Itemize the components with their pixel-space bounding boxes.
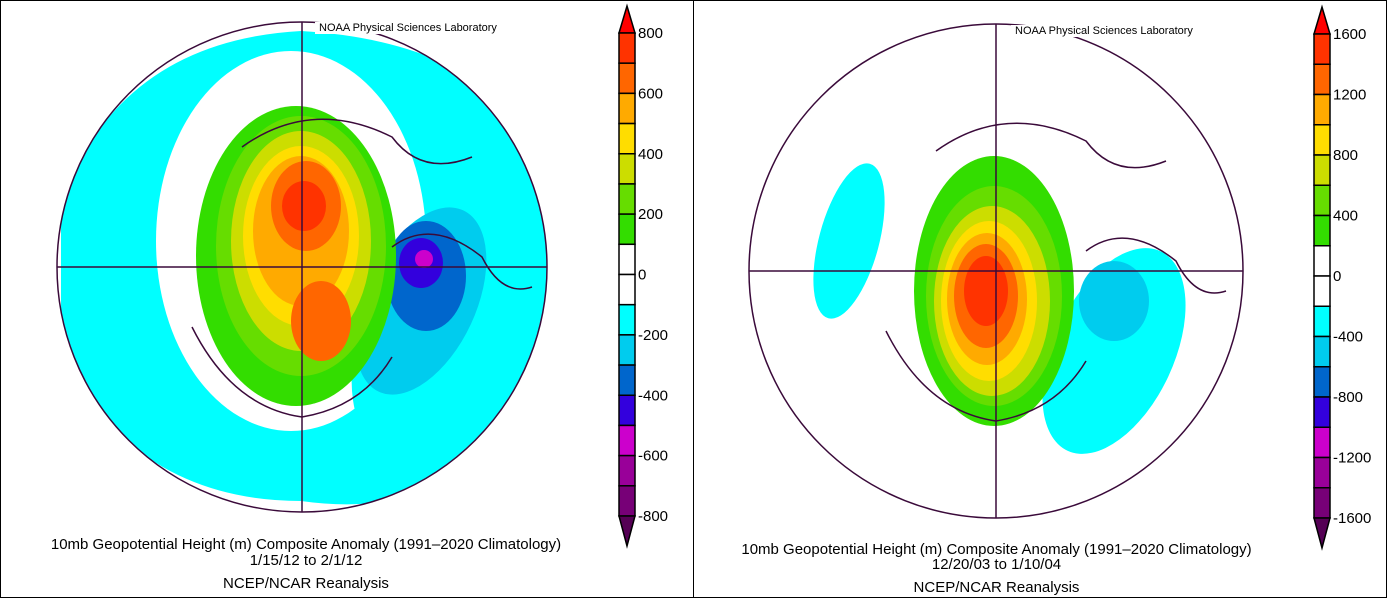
colorbar-box <box>1313 335 1331 368</box>
colorbar-box <box>618 273 636 306</box>
colorbar-box <box>1313 124 1331 156</box>
colorbar-box <box>618 485 636 517</box>
colorbar-box <box>618 183 636 215</box>
colorbar-tick-label: 400 <box>638 146 663 163</box>
anomaly-contour <box>282 181 326 231</box>
anomaly-contour <box>1042 248 1186 454</box>
map-title: 10mb Geopotential Height (m) Composite A… <box>741 541 1252 558</box>
colorbar-tick-label: 1200 <box>1333 87 1366 104</box>
colorbar-box <box>618 424 636 457</box>
colorbar-box <box>1313 305 1331 338</box>
colorbar-box <box>1313 33 1331 65</box>
map-dates: 12/20/03 to 1/10/04 <box>931 556 1062 573</box>
anomaly-contour <box>415 250 433 268</box>
colorbar-box <box>1313 426 1331 459</box>
colorbar-tick-label: 800 <box>1333 147 1358 164</box>
colorbar-tick-label: 0 <box>638 267 646 284</box>
colorbar-box <box>618 62 636 95</box>
panel-left: 800 600 400 200 0 -200 -400 -600 -800 NOAA Physi… <box>0 0 694 598</box>
colorbar-tick-label: -800 <box>1333 389 1363 406</box>
colorbar-box <box>618 243 636 276</box>
colorbar-box <box>1313 93 1331 126</box>
anomaly-contour <box>964 256 1008 326</box>
colorbar-tick-label: 200 <box>638 206 663 223</box>
colorbar-tick-label: -600 <box>638 448 668 465</box>
colorbar-box <box>1313 154 1331 186</box>
colorbar-box <box>1313 63 1331 96</box>
colorbar-box <box>1313 487 1331 519</box>
colorbar-tick-label: 400 <box>1333 208 1358 225</box>
colorbar-box <box>618 32 636 64</box>
colorbar-box <box>618 394 636 427</box>
map-right: 1600 1200 800 400 0 -400 -800 -1200 -1600 <box>748 4 1371 551</box>
colorbar-box <box>1313 275 1331 307</box>
colorbar-arrow-top <box>1312 4 1332 35</box>
map-left: 800 600 400 200 0 -200 -400 -600 -800 <box>56 3 668 549</box>
anomaly-contour <box>291 281 351 361</box>
colorbar-box <box>618 92 636 125</box>
colorbar-tick-label: 0 <box>1333 268 1341 285</box>
colorbar-box <box>618 334 636 366</box>
colorbar-box <box>1313 184 1331 217</box>
colorbar-tick-label: 1600 <box>1333 26 1366 43</box>
map-source: NCEP/NCAR Reanalysis <box>223 575 389 592</box>
anomaly-contour <box>1079 261 1149 341</box>
colorbar-arrow-bottom <box>1313 517 1331 551</box>
colorbar-tick-label: -800 <box>638 508 668 525</box>
colorbar-box <box>1313 366 1331 398</box>
colorbar-tick-label: 600 <box>638 85 663 102</box>
colorbar-box <box>618 303 636 336</box>
colorbar-arrow-bottom <box>618 515 636 549</box>
org-label: NOAA Physical Sciences Laboratory <box>315 22 501 34</box>
map-title: 10mb Geopotential Height (m) Composite A… <box>50 536 562 553</box>
colorbar-box <box>1313 456 1331 489</box>
colorbar-box <box>1313 245 1331 277</box>
colorbar-box <box>618 153 636 185</box>
panel-right: 1600 1200 800 400 0 -400 -800 -1200 -1600 NOAA P… <box>693 0 1387 598</box>
colorbar-tick-label: -400 <box>1333 329 1363 346</box>
colorbar-box <box>618 122 636 155</box>
colorbar-tick-label: 800 <box>638 25 663 42</box>
org-label: NOAA Physical Sciences Laboratory <box>1011 25 1197 37</box>
anomaly-field <box>57 22 547 512</box>
colorbar-box <box>618 364 636 396</box>
colorbar-box <box>618 454 636 487</box>
map-source: NCEP/NCAR Reanalysis <box>913 579 1080 596</box>
colorbar-tick-label: -200 <box>638 327 668 344</box>
colorbar-tick-label: -1200 <box>1333 450 1371 467</box>
colorbar-box <box>1313 396 1331 428</box>
colorbar-box <box>1313 214 1331 247</box>
colorbar-box <box>618 213 636 246</box>
anomaly-contour <box>813 163 885 319</box>
map-dates: 1/15/12 to 2/1/12 <box>249 552 363 569</box>
colorbar-tick-label: -400 <box>638 387 668 404</box>
colorbar-arrow-top <box>617 3 637 34</box>
colorbar-tick-label: -1600 <box>1333 510 1371 527</box>
